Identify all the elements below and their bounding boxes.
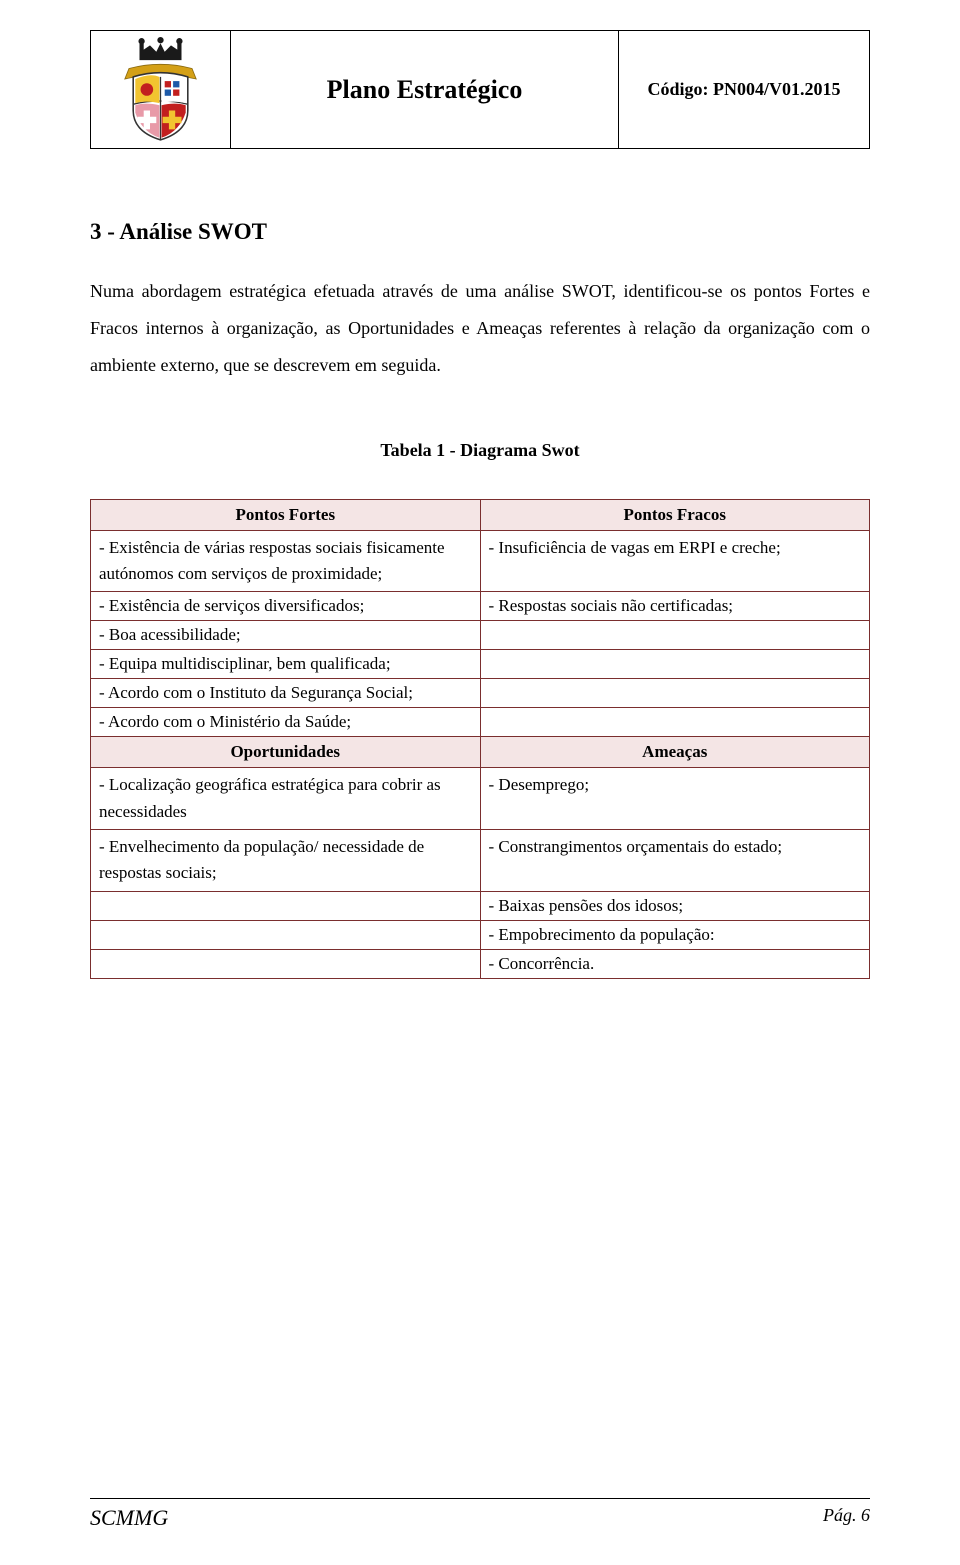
table-header-ameacas: Ameaças	[480, 737, 870, 768]
table-cell	[91, 920, 481, 949]
logo-cell	[91, 31, 231, 148]
table-cell: - Respostas sociais não certificadas;	[480, 592, 870, 621]
table-cell	[480, 650, 870, 679]
table-cell: - Localização geográfica estratégica par…	[91, 768, 481, 830]
footer-org: SCMMG	[90, 1505, 168, 1531]
table-cell: - Concorrência.	[480, 949, 870, 978]
table-cell: - Insuficiência de vagas em ERPI e crech…	[480, 530, 870, 592]
table-cell	[91, 949, 481, 978]
table-cell: - Acordo com o Instituto da Segurança So…	[91, 679, 481, 708]
page-footer: SCMMG Pág. 6	[90, 1498, 870, 1531]
table-cell: - Baixas pensões dos idosos;	[480, 891, 870, 920]
table-cell: - Existência de serviços diversificados;	[91, 592, 481, 621]
table-cell: - Constrangimentos orçamentais do estado…	[480, 830, 870, 892]
footer-page-label: Pág.	[823, 1505, 857, 1525]
table-cell: - Equipa multidisciplinar, bem qualifica…	[91, 650, 481, 679]
swot-table: Pontos Fortes Pontos Fracos - Existência…	[90, 499, 870, 979]
table-header-fracos: Pontos Fracos	[480, 499, 870, 530]
table-cell: - Empobrecimento da população:	[480, 920, 870, 949]
table-cell: - Acordo com o Ministério da Saúde;	[91, 708, 481, 737]
table-cell	[480, 621, 870, 650]
table-cell: - Boa acessibilidade;	[91, 621, 481, 650]
table-header-oportunidades: Oportunidades	[91, 737, 481, 768]
section-body: Numa abordagem estratégica efetuada atra…	[90, 273, 870, 384]
table-cell: - Desemprego;	[480, 768, 870, 830]
table-cell	[480, 679, 870, 708]
table-caption: Tabela 1 - Diagrama Swot	[90, 440, 870, 461]
table-cell	[91, 891, 481, 920]
footer-page: Pág. 6	[823, 1505, 870, 1531]
logo-icon	[108, 37, 213, 142]
table-header-fortes: Pontos Fortes	[91, 499, 481, 530]
footer-page-number: 6	[861, 1505, 870, 1525]
page-title: Plano Estratégico	[231, 31, 619, 148]
document-code: Código: PN004/V01.2015	[619, 31, 869, 148]
table-cell: - Existência de várias respostas sociais…	[91, 530, 481, 592]
table-cell	[480, 708, 870, 737]
table-cell: - Envelhecimento da população/ necessida…	[91, 830, 481, 892]
header-frame: Plano Estratégico Código: PN004/V01.2015	[90, 30, 870, 149]
section-heading: 3 - Análise SWOT	[90, 219, 870, 245]
